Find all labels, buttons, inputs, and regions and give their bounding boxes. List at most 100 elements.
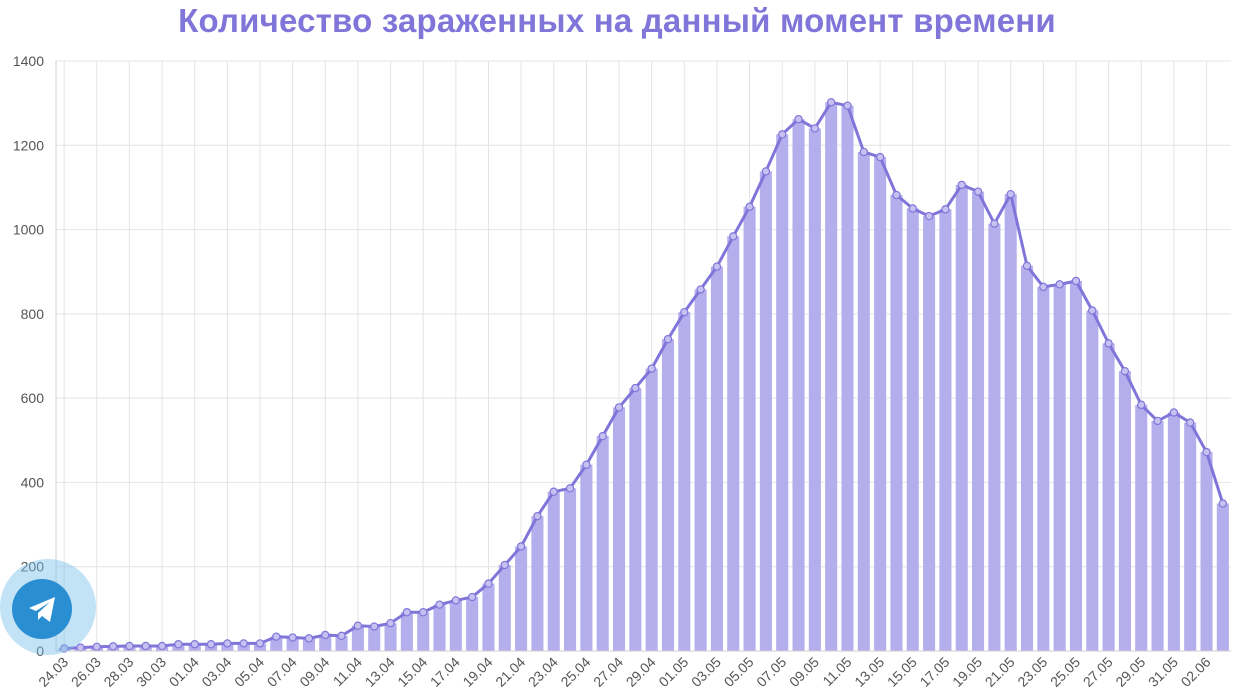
data-point — [892, 190, 901, 200]
x-tick-label: 29.05 — [1112, 654, 1148, 690]
data-point — [370, 622, 379, 631]
bar — [972, 191, 985, 651]
data-point — [516, 542, 526, 551]
data-point — [582, 460, 591, 469]
x-tick-label: 07.05 — [753, 654, 789, 690]
bar — [1200, 452, 1213, 651]
data-point — [402, 608, 412, 617]
data-point — [680, 307, 689, 317]
series-line-group — [59, 98, 1228, 653]
x-tick-label: 05.04 — [231, 654, 267, 690]
y-tick-label: 1400 — [13, 53, 44, 69]
bar — [1102, 343, 1115, 651]
data-point — [108, 642, 118, 651]
data-point — [92, 642, 101, 651]
x-tick-label: 27.05 — [1080, 654, 1116, 690]
data-point — [729, 232, 738, 241]
data-point — [321, 630, 330, 640]
data-point — [614, 403, 624, 412]
data-point — [631, 383, 640, 393]
bar — [792, 119, 805, 651]
y-tick-label: 400 — [21, 474, 45, 490]
data-point — [125, 641, 134, 651]
x-tick-label: 09.04 — [296, 654, 332, 690]
x-tick-label: 31.05 — [1145, 654, 1181, 690]
x-tick-label: 25.04 — [557, 654, 593, 690]
data-point — [223, 639, 232, 648]
y-tick-label: 200 — [21, 559, 45, 575]
data-point — [712, 262, 722, 271]
data-point — [1153, 416, 1162, 426]
x-tick-label: 15.04 — [394, 654, 430, 690]
x-tick-label: 30.03 — [133, 654, 169, 690]
y-tick-label: 800 — [21, 306, 45, 322]
bars — [58, 102, 1229, 652]
x-tick-label: 21.04 — [492, 654, 528, 690]
data-point — [1071, 276, 1081, 286]
bar — [776, 134, 789, 652]
bar — [335, 635, 348, 651]
data-point — [337, 631, 346, 641]
bar — [1004, 194, 1017, 651]
bar — [906, 208, 919, 651]
bar — [808, 128, 821, 651]
data-point — [451, 596, 461, 605]
x-tick-label: 13.05 — [851, 654, 887, 690]
x-tick-label: 23.04 — [525, 654, 561, 690]
bar — [939, 209, 952, 652]
bar — [466, 597, 479, 651]
data-point — [255, 639, 265, 648]
data-point — [908, 204, 917, 213]
data-point — [875, 152, 885, 162]
bar — [498, 565, 511, 651]
data-point — [1088, 306, 1097, 315]
x-tick-label: 07.04 — [264, 654, 300, 690]
data-point — [288, 633, 297, 642]
x-tick-label: 23.05 — [1014, 654, 1050, 690]
bar — [417, 612, 430, 651]
bar — [841, 105, 854, 651]
bar — [302, 638, 315, 651]
x-tick-label: 17.04 — [427, 654, 463, 690]
data-point — [272, 632, 281, 641]
bar — [1037, 286, 1050, 651]
data-point — [696, 285, 705, 294]
y-tick-label: 1000 — [13, 222, 44, 238]
bar — [890, 195, 903, 651]
data-point — [500, 560, 509, 570]
data-point — [418, 608, 428, 617]
data-point — [1006, 189, 1015, 199]
data-point — [206, 640, 216, 649]
bar — [580, 464, 593, 651]
bar — [710, 266, 723, 651]
data-point — [647, 364, 656, 373]
x-tick-label: 15.05 — [884, 654, 920, 690]
data-point — [304, 634, 314, 643]
telegram-icon — [12, 579, 72, 639]
bar — [645, 368, 658, 651]
bar — [612, 407, 626, 651]
bar — [955, 184, 968, 651]
bar — [694, 289, 707, 651]
bar — [1020, 265, 1034, 651]
data-point — [1186, 418, 1195, 427]
bar — [759, 171, 772, 651]
data-point — [990, 219, 999, 228]
bar — [1184, 422, 1197, 651]
bar — [874, 157, 887, 652]
bar — [286, 637, 299, 651]
data-point — [174, 640, 183, 649]
data-point — [663, 334, 673, 344]
y-tick-label: 600 — [21, 390, 45, 406]
data-point — [1120, 366, 1130, 376]
data-point — [59, 644, 69, 653]
bar — [270, 636, 283, 651]
data-point — [1039, 282, 1048, 292]
bar — [1216, 503, 1229, 651]
telegram-button[interactable] — [0, 559, 96, 655]
bar — [547, 491, 560, 651]
data-point — [1022, 261, 1032, 271]
data-point — [794, 114, 803, 124]
x-tick-label: 17.05 — [916, 654, 952, 690]
data-point — [1137, 400, 1146, 410]
